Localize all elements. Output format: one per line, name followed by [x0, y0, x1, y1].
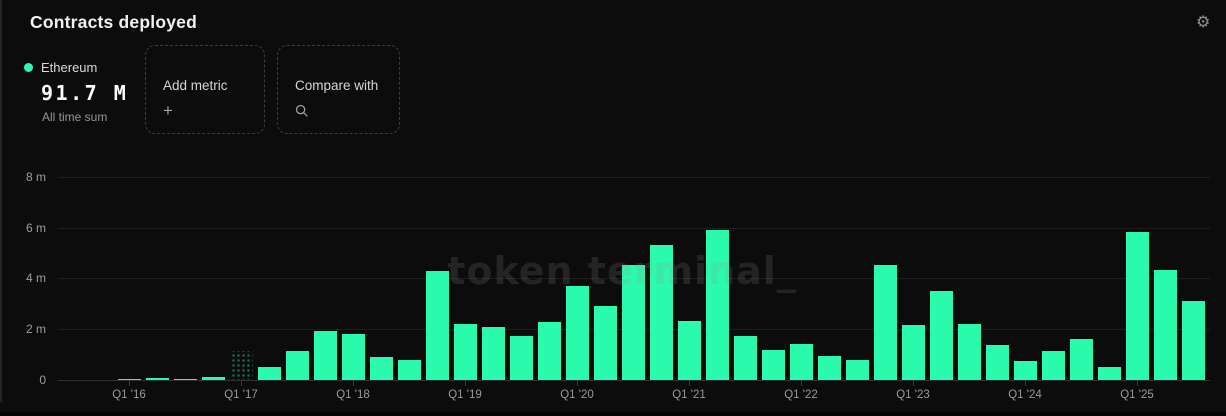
x-axis-label: Q1 '22 — [784, 389, 818, 401]
compare-with-button[interactable]: Compare with — [277, 45, 400, 134]
x-axis-label: Q1 '18 — [336, 389, 370, 401]
x-axis-label: Q1 '24 — [1008, 389, 1042, 401]
bar[interactable] — [341, 334, 365, 380]
bar[interactable] — [1013, 360, 1037, 380]
panel-left-border — [0, 0, 2, 402]
bar[interactable] — [901, 325, 925, 380]
bar[interactable] — [537, 322, 561, 380]
bar[interactable] — [397, 360, 421, 380]
search-icon — [295, 104, 399, 118]
bar[interactable] — [985, 344, 1009, 380]
x-axis-tick — [129, 380, 130, 386]
bar[interactable] — [481, 326, 505, 380]
x-axis-label: Q1 '17 — [224, 389, 258, 401]
bar[interactable] — [285, 350, 309, 380]
bar[interactable] — [873, 264, 897, 380]
bar[interactable] — [649, 245, 673, 380]
bar[interactable] — [1041, 350, 1065, 380]
page-title: Contracts deployed — [30, 12, 197, 32]
panel-bottom-edge — [0, 412, 1226, 416]
grid-line — [58, 176, 1210, 178]
y-axis-label: 8 m — [25, 169, 46, 184]
x-axis-label: Q1 '20 — [560, 389, 594, 401]
bar[interactable] — [1181, 301, 1205, 380]
bar[interactable] — [929, 291, 953, 380]
bar[interactable] — [173, 379, 197, 380]
bar[interactable] — [201, 376, 225, 380]
x-axis-tick — [1137, 380, 1138, 386]
bar[interactable] — [509, 336, 533, 380]
bar[interactable] — [789, 343, 813, 380]
x-axis-label: Q1 '25 — [1120, 389, 1154, 401]
bar[interactable] — [733, 336, 757, 380]
bar[interactable] — [117, 379, 141, 380]
bar[interactable] — [761, 350, 785, 380]
bar[interactable] — [817, 355, 841, 380]
x-axis-tick — [1025, 380, 1026, 386]
add-metric-button[interactable]: Add metric + — [145, 45, 265, 134]
x-axis-tick — [689, 380, 690, 386]
compare-with-label: Compare with — [295, 78, 379, 93]
x-axis-tick — [913, 380, 914, 386]
bar[interactable] — [705, 229, 729, 380]
bar[interactable] — [425, 270, 449, 380]
add-metric-label: Add metric — [163, 78, 228, 93]
bar[interactable] — [229, 350, 253, 380]
series-name: Ethereum — [41, 60, 98, 75]
bar[interactable] — [593, 306, 617, 380]
series-total-value: 91.7 M — [41, 81, 129, 105]
bar[interactable] — [1125, 231, 1149, 380]
gear-icon[interactable]: ⚙ — [1196, 12, 1211, 31]
bar[interactable] — [257, 367, 281, 380]
grid-line — [58, 227, 1210, 229]
bar[interactable] — [145, 377, 169, 380]
bar[interactable] — [621, 264, 645, 380]
y-axis-label: 0 — [39, 373, 46, 387]
x-axis-label: Q1 '23 — [896, 389, 930, 401]
bar[interactable] — [565, 286, 589, 380]
grid-line — [58, 380, 1210, 381]
series-total-label: All time sum — [42, 110, 108, 124]
bar[interactable] — [369, 357, 393, 380]
y-axis-label: 4 m — [25, 271, 46, 286]
x-axis-tick — [577, 380, 578, 386]
y-axis-label: 2 m — [25, 322, 46, 337]
legend-item-ethereum[interactable]: Ethereum 91.7 M All time sum — [24, 60, 128, 124]
series-dot-icon — [24, 63, 33, 72]
x-axis-tick — [353, 380, 354, 386]
bar[interactable] — [313, 330, 337, 380]
bar[interactable] — [1097, 367, 1121, 380]
y-axis-label: 6 m — [25, 220, 46, 235]
plus-icon: + — [163, 101, 173, 120]
bar[interactable] — [1069, 339, 1093, 380]
x-axis-label: Q1 '19 — [448, 389, 482, 401]
x-axis-label: Q1 '16 — [112, 389, 146, 401]
x-axis-tick — [465, 380, 466, 386]
bar[interactable] — [453, 324, 477, 380]
x-axis-tick — [801, 380, 802, 386]
bar[interactable] — [845, 359, 869, 380]
x-axis-label: Q1 '21 — [672, 389, 706, 401]
bar[interactable] — [677, 321, 701, 380]
bar[interactable] — [1153, 269, 1177, 380]
bar[interactable] — [957, 324, 981, 380]
x-axis-tick — [241, 380, 242, 386]
